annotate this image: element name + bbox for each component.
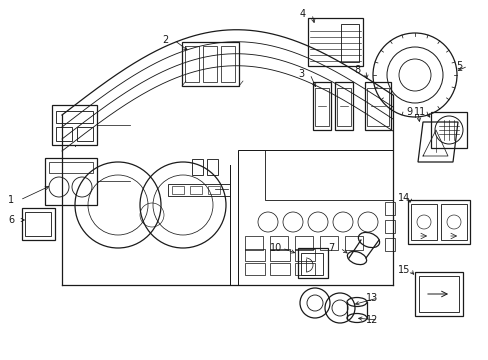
- Text: 4: 4: [299, 9, 305, 19]
- Bar: [364, 82, 390, 130]
- Bar: [184, 46, 199, 82]
- Text: 2: 2: [162, 35, 168, 45]
- Bar: [294, 263, 314, 275]
- Text: 1: 1: [8, 195, 14, 205]
- Bar: [294, 236, 312, 250]
- Bar: [430, 112, 466, 148]
- Text: 7: 7: [327, 243, 334, 253]
- Bar: [56, 111, 93, 123]
- Bar: [384, 238, 394, 251]
- Bar: [182, 42, 239, 86]
- Bar: [221, 46, 235, 82]
- Bar: [384, 202, 394, 215]
- Bar: [269, 249, 289, 261]
- Text: 11: 11: [413, 107, 426, 117]
- Bar: [301, 253, 323, 275]
- Text: 10: 10: [269, 243, 282, 253]
- Bar: [206, 159, 218, 175]
- Bar: [168, 184, 229, 196]
- Bar: [77, 127, 93, 141]
- Text: 5: 5: [455, 61, 461, 71]
- Bar: [294, 249, 314, 261]
- Bar: [52, 105, 97, 145]
- Bar: [340, 24, 358, 62]
- Bar: [407, 200, 469, 244]
- Bar: [269, 263, 289, 275]
- Text: 6: 6: [8, 215, 14, 225]
- Bar: [244, 236, 263, 250]
- Bar: [192, 159, 203, 175]
- Bar: [45, 158, 97, 205]
- Bar: [336, 88, 350, 126]
- Bar: [49, 162, 93, 173]
- Bar: [314, 88, 328, 126]
- Text: 8: 8: [353, 65, 359, 75]
- Bar: [238, 150, 392, 285]
- Bar: [345, 236, 362, 250]
- Bar: [25, 212, 51, 236]
- Text: 9: 9: [405, 107, 411, 117]
- Text: 14: 14: [397, 193, 409, 203]
- Text: 3: 3: [297, 69, 304, 79]
- Bar: [22, 208, 55, 240]
- Bar: [264, 150, 392, 200]
- Bar: [312, 82, 330, 130]
- Bar: [269, 236, 287, 250]
- Bar: [334, 82, 352, 130]
- Bar: [384, 220, 394, 233]
- Bar: [414, 272, 462, 316]
- Bar: [418, 276, 458, 312]
- Text: 15: 15: [397, 265, 409, 275]
- Text: 13: 13: [365, 293, 378, 303]
- Bar: [56, 127, 72, 141]
- Bar: [172, 186, 183, 194]
- Bar: [207, 186, 220, 194]
- Bar: [190, 186, 202, 194]
- Bar: [244, 263, 264, 275]
- Bar: [319, 236, 337, 250]
- Text: 12: 12: [365, 315, 378, 325]
- Bar: [244, 249, 264, 261]
- Bar: [366, 88, 388, 126]
- Bar: [203, 46, 217, 82]
- Bar: [410, 204, 436, 240]
- Bar: [307, 18, 362, 66]
- Bar: [297, 248, 327, 278]
- Bar: [440, 204, 466, 240]
